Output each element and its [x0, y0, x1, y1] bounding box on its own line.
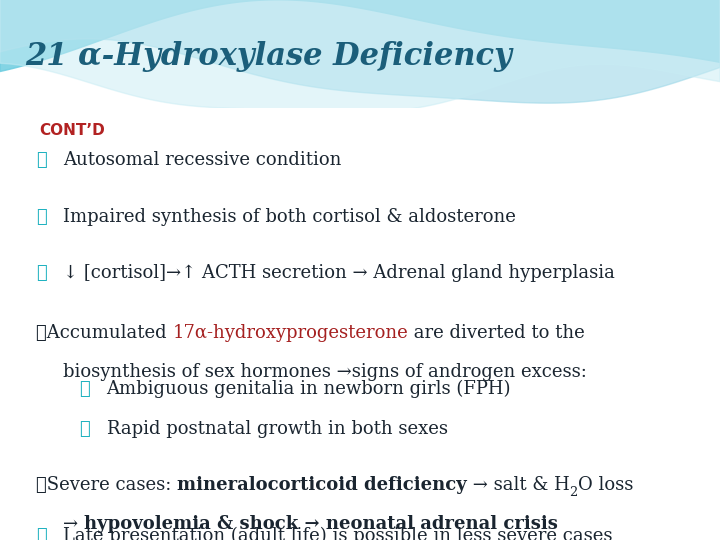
Text: CONT’D: CONT’D [40, 123, 105, 138]
Text: ➜: ➜ [36, 265, 47, 282]
Text: ➜Severe cases:: ➜Severe cases: [36, 476, 177, 494]
Text: ➜: ➜ [36, 527, 47, 540]
Text: 17α-hydroxyprogesterone: 17α-hydroxyprogesterone [172, 324, 408, 342]
Text: ➜Accumulated: ➜Accumulated [36, 324, 172, 342]
Text: 21 α-Hydroxylase Deficiency: 21 α-Hydroxylase Deficiency [25, 40, 512, 72]
Text: ➜: ➜ [36, 208, 47, 226]
Text: mineralocorticoid deficiency: mineralocorticoid deficiency [177, 476, 467, 494]
Text: hypovolemia & shock → neonatal adrenal crisis: hypovolemia & shock → neonatal adrenal c… [84, 515, 558, 533]
Text: ➜: ➜ [36, 151, 47, 169]
Text: Ambiguous genitalia in newborn girls (FPH): Ambiguous genitalia in newborn girls (FP… [107, 380, 511, 399]
Text: ➜: ➜ [79, 380, 90, 398]
Text: Impaired synthesis of both cortisol & aldosterone: Impaired synthesis of both cortisol & al… [63, 208, 516, 226]
Text: Autosomal recessive condition: Autosomal recessive condition [63, 151, 342, 169]
Text: ↓ [cortisol]→↑ ACTH secretion → Adrenal gland hyperplasia: ↓ [cortisol]→↑ ACTH secretion → Adrenal … [63, 265, 615, 282]
Text: →: → [63, 515, 84, 533]
Text: Late presentation (adult life) is possible in less severe cases: Late presentation (adult life) is possib… [63, 527, 613, 540]
Text: ➜: ➜ [79, 420, 90, 438]
Text: Rapid postnatal growth in both sexes: Rapid postnatal growth in both sexes [107, 420, 448, 438]
Text: 2: 2 [570, 485, 578, 498]
Text: biosynthesis of sex hormones →signs of androgen excess:: biosynthesis of sex hormones →signs of a… [63, 363, 588, 381]
Text: → salt & H: → salt & H [467, 476, 570, 494]
Text: are diverted to the: are diverted to the [408, 324, 585, 342]
Text: O loss: O loss [578, 476, 634, 494]
